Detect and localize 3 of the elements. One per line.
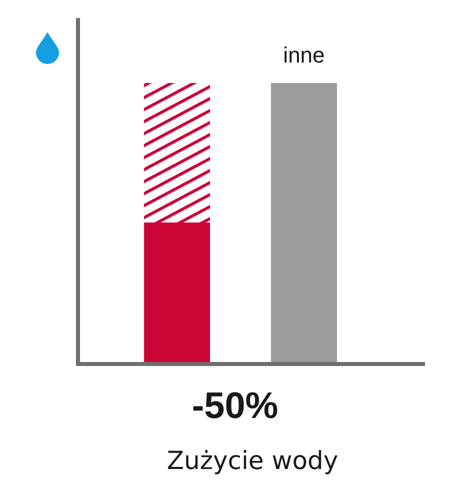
text: -50% <box>192 385 278 426</box>
x-tick-label: inne <box>283 42 325 68</box>
text: Zużycie wody <box>166 446 338 475</box>
